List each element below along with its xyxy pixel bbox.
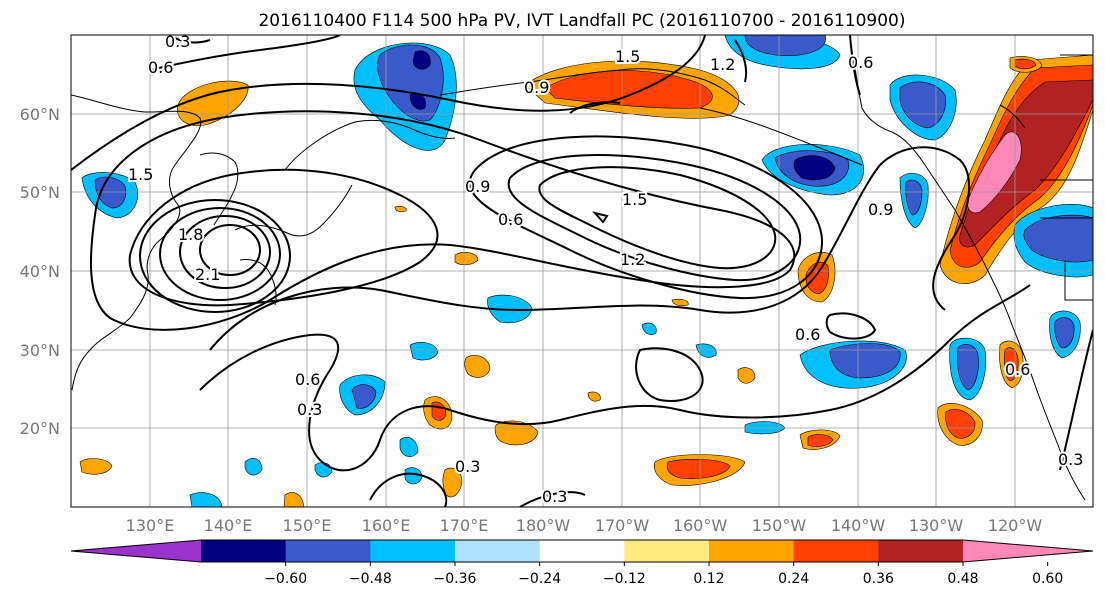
- colorbar-swatch: [793, 540, 879, 562]
- contour-label: 0.6: [148, 58, 173, 77]
- lon-label: 130°E: [126, 516, 175, 535]
- contour-label: 0.6: [848, 53, 873, 72]
- contour-label: 1.2: [620, 250, 645, 269]
- graticule: [71, 35, 1093, 507]
- colorbar-swatches: [70, 539, 1094, 563]
- lat-label: 30°N: [20, 341, 60, 360]
- contour-label: 0.3: [1058, 450, 1083, 469]
- colorbar-extend-high: [963, 540, 1093, 562]
- contour-label: 0.9: [524, 78, 549, 97]
- contour-label: 1.2: [710, 55, 735, 74]
- pv-contours: [71, 35, 1093, 507]
- lon-label: 160°E: [362, 516, 411, 535]
- colorbar-tick-label: −0.60: [264, 571, 307, 587]
- colorbar-tick-label: 0.60: [1032, 571, 1063, 587]
- lon-label: 150°E: [283, 516, 332, 535]
- lon-label: 160°W: [673, 516, 728, 535]
- colorbar-swatch: [878, 540, 964, 562]
- contour-label: 1.8: [178, 225, 203, 244]
- colorbar-swatch: [455, 540, 541, 562]
- contour-label: 0.6: [1005, 360, 1030, 379]
- lon-label: 120°W: [988, 516, 1043, 535]
- colorbar-tick-label: −0.24: [518, 571, 561, 587]
- colorbar-ticks: −0.60 −0.48 −0.36 −0.24 −0.12 0.12 0.24 0.36 0.4…: [264, 562, 1063, 587]
- contour-label: 0.3: [297, 400, 322, 419]
- contour-label: 0.6: [295, 370, 320, 389]
- colorbar: −0.60 −0.48 −0.36 −0.24 −0.12 0.12 0.24 0.36 0.4…: [70, 539, 1094, 587]
- contour-labels: 0.3 0.6 1.5 0.9 1.2 1.8 2.1 0.9 0.6 1.5 …: [126, 32, 1085, 507]
- colorbar-extend-low: [71, 540, 201, 562]
- latitude-labels: 60°N 50°N 40°N 30°N 20°N: [20, 105, 60, 438]
- figure-title: 2016110400 F114 500 hPa PV, IVT Landfall…: [258, 11, 905, 31]
- lon-label: 170°W: [595, 516, 650, 535]
- map-panel: 0.3 0.6 1.5 0.9 1.2 1.8 2.1 0.9 0.6 1.5 …: [70, 32, 1094, 508]
- lat-label: 50°N: [20, 183, 60, 202]
- colorbar-swatch: [201, 540, 287, 562]
- contour-label: 2.1: [195, 265, 220, 284]
- colorbar-tick-label: 0.36: [863, 571, 894, 587]
- lon-label: 130°W: [909, 516, 964, 535]
- contour-label: 0.6: [498, 210, 523, 229]
- longitude-labels: 130°E 140°E 150°E 160°E 170°E 180°W 170°…: [126, 516, 1043, 535]
- colorbar-tick-label: 0.48: [947, 571, 978, 587]
- colorbar-tick-label: 0.24: [778, 571, 809, 587]
- colorbar-swatch: [624, 540, 710, 562]
- ivt-shading: [79, 35, 1093, 507]
- contour-label: 0.3: [165, 32, 190, 51]
- lon-label: 140°E: [204, 516, 253, 535]
- contour-label: 0.9: [868, 200, 893, 219]
- colorbar-tick-label: 0.12: [693, 571, 724, 587]
- colorbar-tick-label: −0.48: [349, 571, 392, 587]
- lat-label: 40°N: [20, 262, 60, 281]
- contour-label: 0.6: [795, 325, 820, 344]
- coastlines: [71, 39, 1093, 501]
- contour-label: 0.3: [455, 457, 480, 476]
- lon-label: 150°W: [752, 516, 807, 535]
- contour-label: 1.5: [128, 165, 153, 184]
- colorbar-outline: [70, 539, 1094, 563]
- colorbar-swatch: [539, 540, 625, 562]
- contour-label: 0.3: [542, 487, 567, 506]
- contour-label: 1.5: [615, 47, 640, 66]
- lat-label: 20°N: [20, 419, 60, 438]
- colorbar-tick-label: −0.36: [434, 571, 477, 587]
- colorbar-swatch: [370, 540, 456, 562]
- colorbar-tick-label: −0.12: [603, 571, 646, 587]
- lon-label: 140°W: [831, 516, 886, 535]
- colorbar-swatch: [709, 540, 795, 562]
- lon-label: 170°E: [440, 516, 489, 535]
- colorbar-swatch: [285, 540, 371, 562]
- lon-label: 180°W: [516, 516, 571, 535]
- lat-label: 60°N: [20, 105, 60, 124]
- contour-label: 1.5: [622, 190, 647, 209]
- contour-label: 0.9: [465, 177, 490, 196]
